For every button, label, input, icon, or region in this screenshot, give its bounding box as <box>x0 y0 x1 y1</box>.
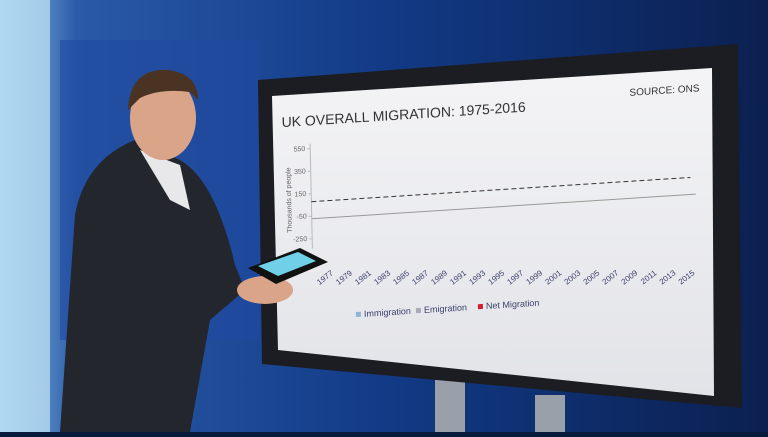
y-axis-label: Thousands of people <box>285 167 293 233</box>
legend-swatch <box>478 304 483 309</box>
y-tick-label: 150 <box>294 191 306 199</box>
light-panel <box>0 0 50 432</box>
screen-stand <box>435 380 465 432</box>
screen-stand <box>535 395 565 432</box>
y-tick-label: 550 <box>293 146 305 154</box>
legend-swatch <box>356 312 361 317</box>
y-tick-label: -250 <box>293 236 307 244</box>
y-tick-label: -50 <box>297 213 307 221</box>
y-tick-label: 350 <box>294 168 306 176</box>
legend-swatch <box>416 308 421 313</box>
